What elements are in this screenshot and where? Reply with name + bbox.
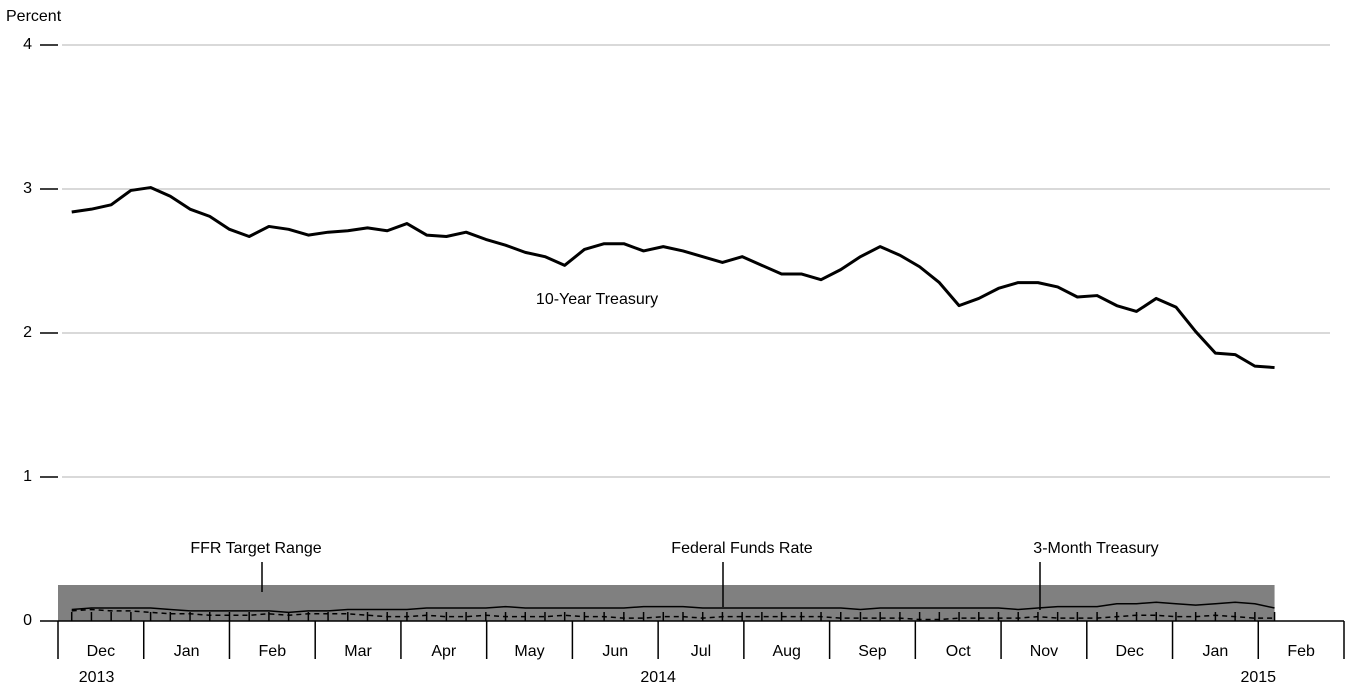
y-tick-label: 0 (23, 612, 32, 629)
month-label: Dec (1115, 643, 1143, 660)
month-label: Feb (1287, 643, 1315, 660)
series-line (71, 608, 1275, 621)
month-label: Jan (1203, 643, 1229, 660)
series-line (71, 186, 1275, 370)
month-label: Dec (87, 643, 115, 660)
series-label: 10-Year Treasury (536, 291, 658, 308)
target-range-band (58, 585, 1275, 621)
y-tick-label: 1 (23, 468, 32, 485)
month-label: Nov (1030, 643, 1058, 660)
y-tick-label: 3 (23, 180, 32, 197)
month-label: Feb (259, 643, 287, 660)
month-label: Apr (431, 643, 457, 660)
month-label: Oct (946, 643, 971, 660)
series-label: FFR Target Range (190, 540, 321, 557)
month-label: Jan (174, 643, 200, 660)
series-label: Federal Funds Rate (671, 540, 813, 557)
year-label: 2013 (79, 669, 115, 686)
year-label: 2015 (1240, 669, 1276, 686)
y-tick-label: 4 (23, 36, 32, 53)
month-label: Mar (344, 643, 372, 660)
year-label: 2014 (640, 669, 676, 686)
month-label: Jul (691, 643, 711, 660)
month-label: Aug (772, 643, 800, 660)
month-label: Sep (858, 643, 887, 660)
month-label: Jun (602, 643, 628, 660)
series-label: 3-Month Treasury (1033, 540, 1158, 557)
y-axis-title: Percent (6, 8, 62, 25)
month-label: May (514, 643, 544, 660)
y-tick-label: 2 (23, 324, 32, 341)
series-line (71, 601, 1275, 614)
